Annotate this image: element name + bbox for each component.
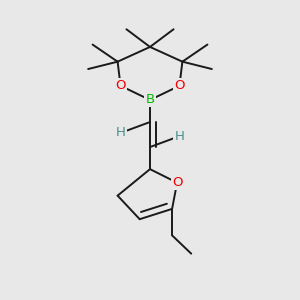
Text: O: O	[172, 176, 182, 189]
Text: H: H	[116, 126, 125, 140]
Text: O: O	[115, 79, 126, 92]
Text: H: H	[175, 130, 184, 143]
Text: O: O	[174, 79, 185, 92]
Text: B: B	[146, 93, 154, 106]
